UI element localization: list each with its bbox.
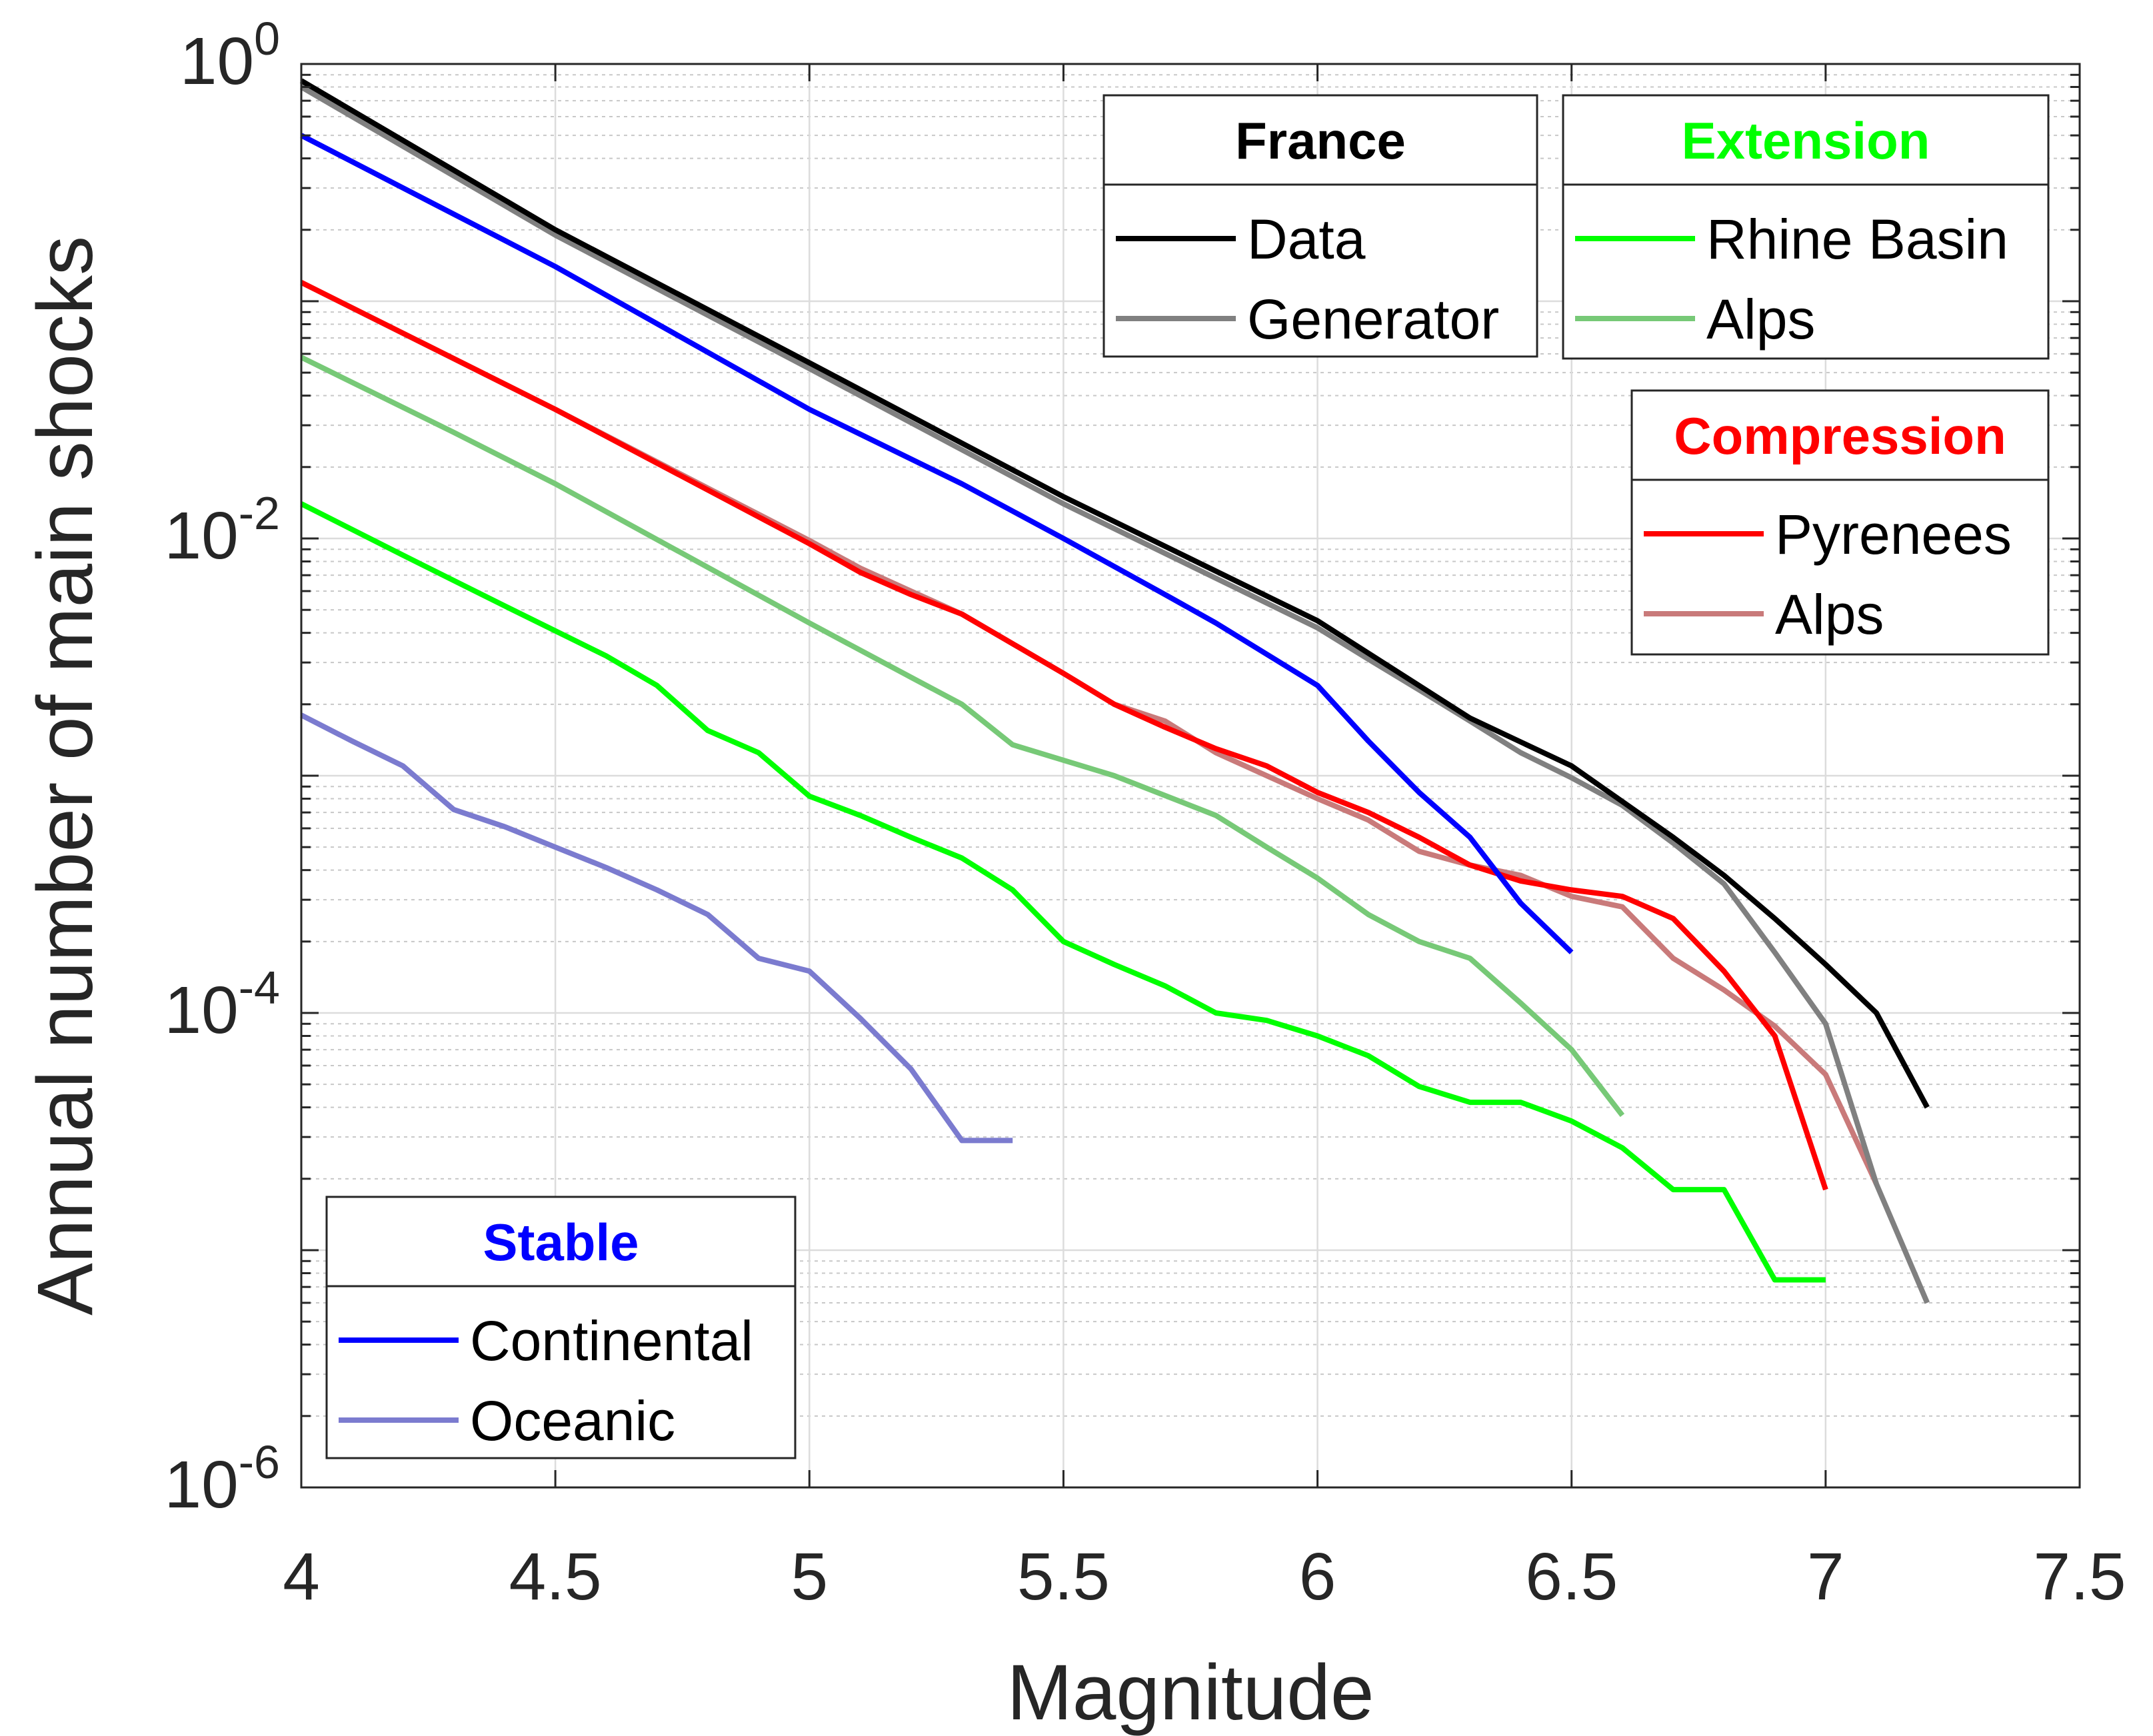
legend-box (1562, 94, 2050, 360)
legend-compression: Compression Pyrenees Alps (1630, 389, 2050, 656)
legend-title: Extension (1682, 111, 1930, 170)
legend-entry-label: Alps (1706, 288, 1815, 351)
series-line-france-data (299, 78, 1930, 1109)
x-axis-label: Magnitude (1007, 1649, 1374, 1736)
y-tick-label: 100 (180, 13, 280, 99)
x-tick-label: 5.5 (1017, 1539, 1110, 1614)
legend-entry-label: Data (1247, 208, 1366, 271)
series-layer (299, 78, 1930, 1304)
series-line-compression-pyrenees (300, 280, 1828, 1191)
legend-entry-label: Rhine Basin (1706, 208, 2008, 271)
legend-france: France Data Generator (1102, 94, 1538, 358)
legend-entry-label: Alps (1775, 583, 1884, 646)
legend-extension: Extension Rhine Basin Alps (1562, 94, 2050, 360)
x-tick-labels: 4 4.5 5 5.5 6 6.5 7 7.5 (283, 1539, 2126, 1614)
series-line-extension-rhine-basin (300, 501, 1826, 1283)
legend-title: Compression (1674, 407, 2006, 465)
x-tick-label: 6.5 (1525, 1539, 1618, 1614)
legends: France Data Generator Extension Rhine Basin A… (325, 94, 2050, 1459)
legend-box (1630, 389, 2050, 656)
legend-title: France (1235, 111, 1406, 170)
legend-box (1102, 94, 1538, 358)
y-tick-labels: 100 10-2 10-4 10-6 (165, 13, 280, 1522)
series-line-stable-continental (300, 133, 1574, 954)
series-line-stable-oceanic (300, 712, 1013, 1144)
x-tick-label: 4.5 (509, 1539, 602, 1614)
legend-title: Stable (483, 1213, 639, 1272)
x-tick-label: 5 (791, 1539, 828, 1614)
legend-stable: Stable Continental Oceanic (325, 1196, 797, 1459)
y-tick-label: 10-6 (165, 1436, 280, 1522)
legend-entry-label: Generator (1247, 288, 1499, 351)
legend-entry-label: Continental (470, 1309, 753, 1372)
legend-entry-label: Oceanic (470, 1389, 675, 1452)
y-axis-label: Annual number of main shocks (21, 236, 109, 1315)
y-tick-label: 10-2 (165, 487, 280, 573)
x-tick-label: 7.5 (2033, 1539, 2126, 1614)
x-tick-label: 7 (1807, 1539, 1844, 1614)
series-line-france-generator (299, 85, 1930, 1304)
series-line-compression-alps (300, 280, 1879, 1186)
y-tick-label: 10-4 (165, 962, 280, 1048)
x-tick-label: 4 (283, 1539, 320, 1614)
x-tick-label: 6 (1299, 1539, 1336, 1614)
series-line-extension-alps (300, 355, 1625, 1118)
axis-ticks (300, 63, 2081, 1489)
legend-box (325, 1196, 797, 1459)
legend-entry-label: Pyrenees (1775, 503, 2012, 566)
